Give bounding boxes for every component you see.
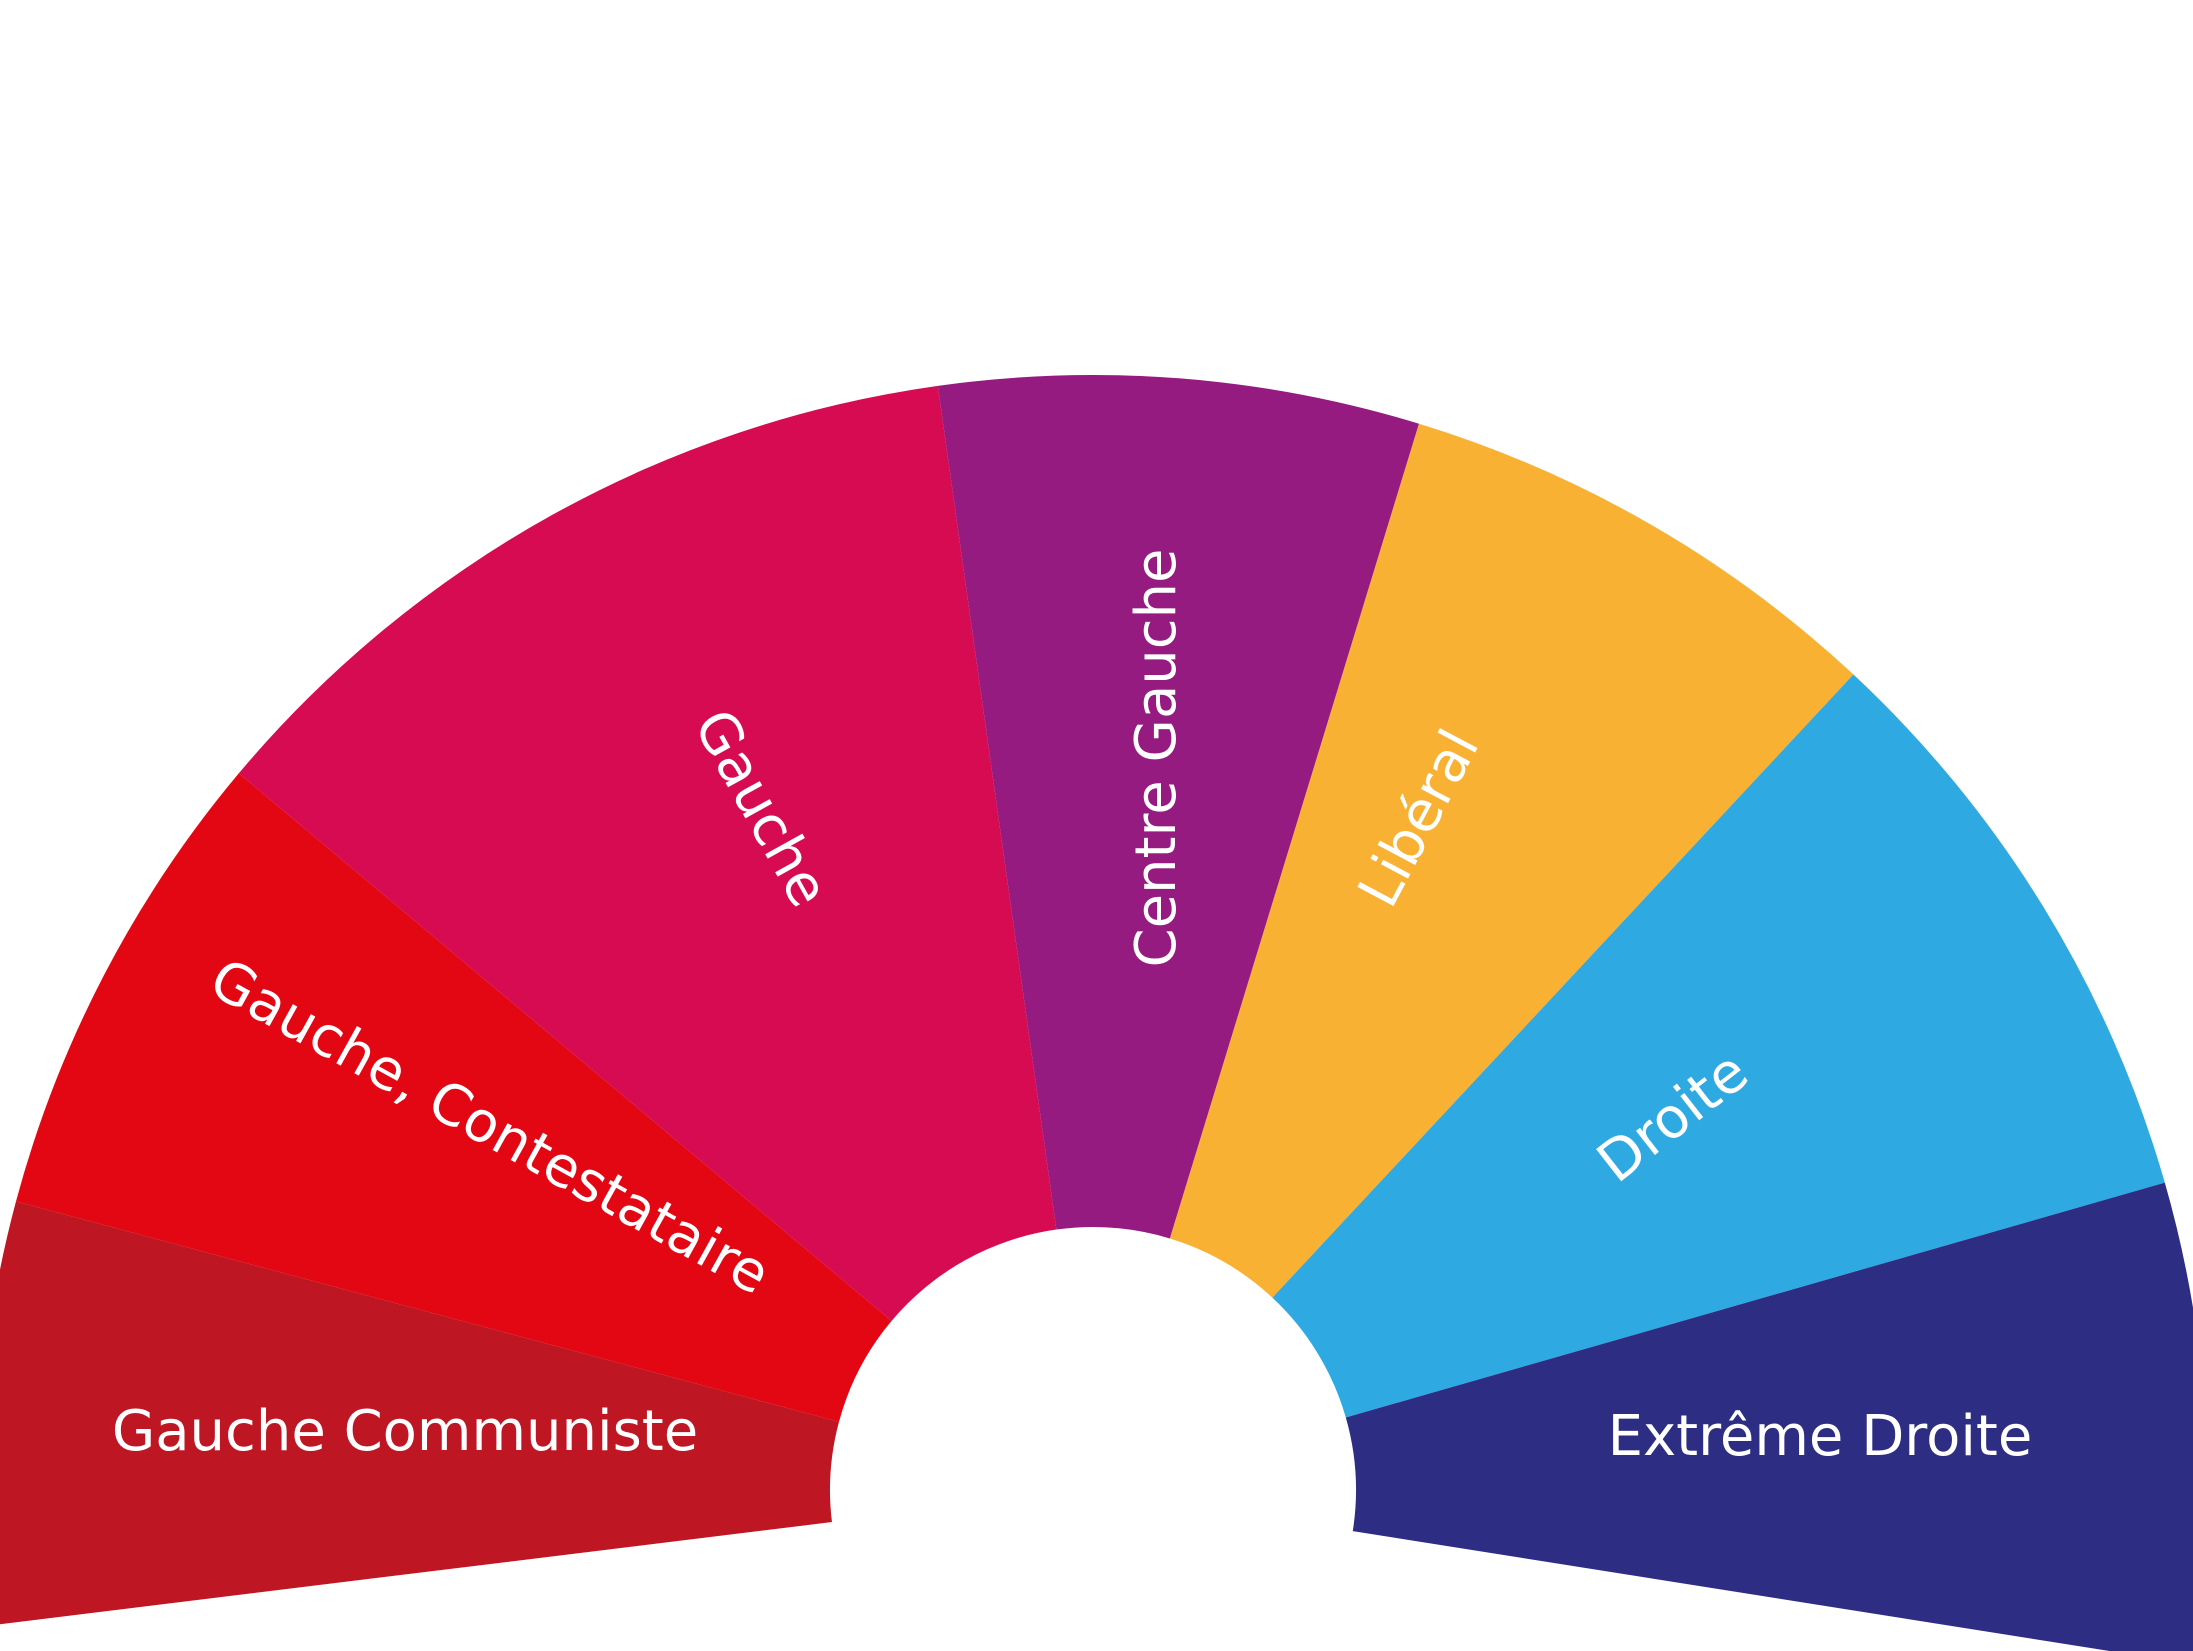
segment-gauche-communiste [0, 1201, 839, 1625]
segment-gauche-contestataire [15, 773, 892, 1422]
label-gauche-communiste: Gauche Communiste [112, 1399, 698, 1464]
segment-liberal [1169, 423, 1854, 1298]
segment-centre-gauche [937, 375, 1419, 1239]
segments-group [0, 375, 2193, 1651]
segment-droite [1272, 674, 2165, 1418]
label-extreme-droite: Extrême Droite [1608, 1404, 2033, 1469]
label-centre-gauche: Centre Gauche [1124, 549, 1189, 968]
segment-gauche [238, 385, 1057, 1321]
segment-extreme-droite [1345, 1182, 2193, 1651]
